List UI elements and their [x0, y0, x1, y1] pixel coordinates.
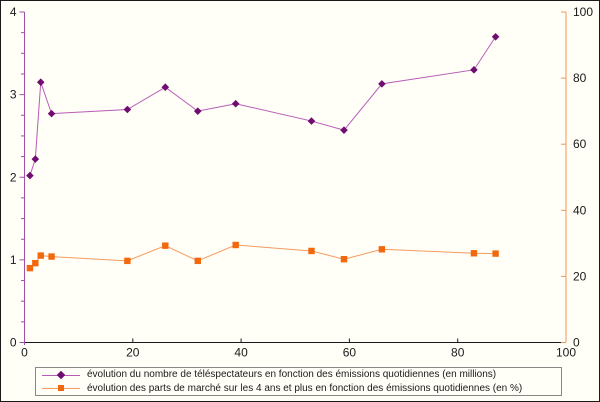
right-axis-tick-label: 20 — [573, 269, 587, 283]
data-point-diamond — [491, 32, 500, 41]
x-axis-tick-label: 0 — [21, 346, 28, 360]
data-point-diamond — [470, 66, 478, 74]
x-axis-tick-label: 40 — [234, 346, 248, 360]
series-line — [29, 244, 496, 269]
data-point-diamond — [123, 105, 132, 114]
data-point-square — [194, 257, 201, 265]
left-axis-tick-label: 3 — [10, 88, 17, 102]
data-point-diamond — [47, 109, 56, 118]
legend-item-viewers: évolution du nombre de téléspectateurs e… — [36, 368, 561, 382]
data-point-square — [48, 253, 55, 260]
data-point-square — [232, 241, 239, 249]
legend-sample-market-share — [42, 383, 80, 393]
left-axis-tick-label: 4 — [10, 5, 17, 19]
data-point-square — [340, 256, 348, 263]
legend-sample-viewers — [42, 370, 80, 380]
data-point-diamond — [161, 83, 170, 91]
legend-item-market-share: évolution des parts de marché sur les 4 … — [36, 382, 561, 396]
data-point-diamond — [31, 155, 40, 163]
right-axis-tick-label: 100 — [573, 5, 593, 19]
legend-label-viewers: évolution du nombre de téléspectateurs e… — [87, 369, 497, 381]
data-point-square — [308, 247, 315, 255]
series-market-share — [26, 241, 499, 272]
chart-legend: évolution du nombre de téléspectateurs e… — [35, 367, 562, 396]
data-point-diamond — [307, 117, 316, 125]
data-point-square — [32, 259, 39, 267]
right-axis-tick-label: 40 — [573, 203, 587, 217]
data-point-square — [124, 257, 131, 265]
right-axis-tick-label: 80 — [573, 71, 587, 85]
data-point-diamond — [26, 171, 34, 180]
data-point-square — [37, 252, 44, 259]
data-point-square — [492, 250, 499, 257]
data-point-square — [26, 264, 34, 272]
series-viewers — [26, 32, 500, 180]
x-axis-tick-label: 60 — [343, 346, 357, 360]
data-point-square — [378, 246, 386, 253]
data-point-square — [162, 242, 169, 249]
right-axis-tick-label: 0 — [573, 336, 580, 350]
x-axis-tick-label: 80 — [451, 346, 465, 360]
data-point-diamond — [378, 80, 386, 88]
diamond-marker-icon — [56, 370, 66, 379]
left-axis-tick-label: 0 — [10, 336, 17, 350]
data-point-diamond — [36, 78, 45, 87]
data-point-diamond — [231, 99, 240, 108]
series-line — [29, 36, 497, 176]
left-axis-tick-label: 2 — [10, 170, 17, 184]
right-axis-tick-label: 60 — [573, 137, 587, 151]
x-axis-tick-label: 20 — [126, 346, 140, 360]
x-axis: 0 20 40 60 80 100 — [21, 338, 576, 360]
data-point-diamond — [193, 107, 202, 115]
right-y-axis: 0 20 40 60 80 100 — [561, 5, 593, 350]
square-marker-icon — [58, 385, 64, 392]
left-axis-tick-label: 1 — [10, 253, 17, 267]
x-axis-tick-label: 100 — [556, 346, 576, 360]
legend-label-market-share: évolution des parts de marché sur les 4 … — [87, 382, 523, 394]
data-point-square — [470, 250, 478, 257]
data-point-diamond — [340, 126, 348, 134]
left-y-axis: 0 1 2 3 4 — [10, 5, 25, 350]
